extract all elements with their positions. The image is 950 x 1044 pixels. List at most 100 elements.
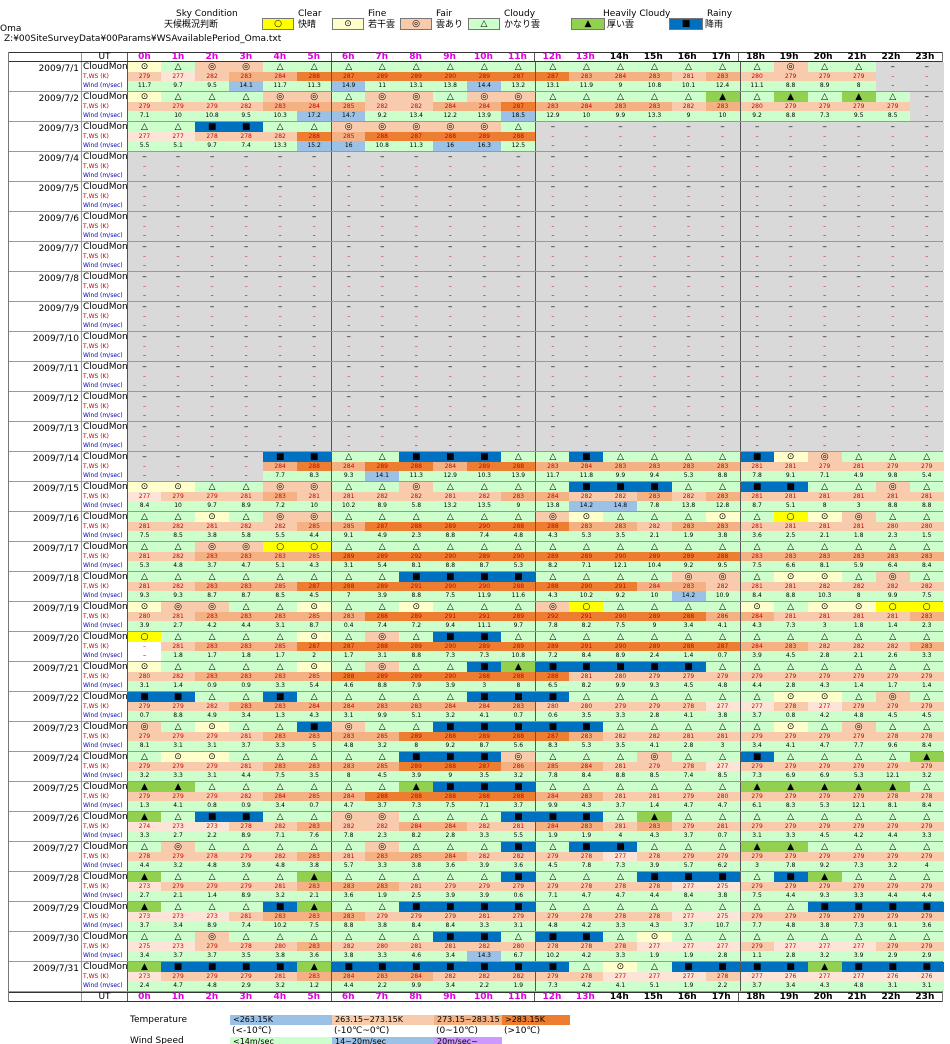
no-data-dash: – — [448, 172, 452, 180]
cloudy-icon: △ — [365, 752, 400, 762]
no-data-dash: – — [823, 262, 827, 270]
no-data-dash: – — [551, 372, 555, 380]
hour-cell: △ 279 3.3 — [841, 872, 876, 902]
hour-cell: △ 290 7.4 — [467, 512, 502, 542]
hour-cell: – – – — [501, 392, 536, 421]
temperature-value: 277 — [161, 131, 196, 142]
no-data-dash: – — [312, 252, 316, 260]
hour-cell: – – – — [229, 362, 264, 391]
temperature-value: 279 — [705, 671, 740, 682]
hour-cell: △ 277 3.8 — [705, 692, 740, 722]
wind-value: 9.3 — [128, 591, 162, 602]
hour-cell: ▲ 274 3.3 — [127, 812, 162, 842]
hour-cell: △ 279 8.9 — [807, 62, 842, 92]
hour-cell: △ 282 5.8 — [229, 512, 264, 542]
wind-value: 3.2 — [263, 891, 298, 902]
cloudy-icon: △ — [637, 542, 672, 552]
cloudy-icon: △ — [637, 452, 672, 462]
no-data-dash: – — [516, 152, 521, 162]
row-labels: CloudMon T,WS (K) Wind (m/sec) — [81, 842, 127, 871]
hour-cell: – – – — [603, 122, 638, 151]
temperature-value: 285 — [263, 641, 298, 652]
no-data-dash: – — [244, 382, 248, 390]
cloudy-icon: △ — [433, 92, 468, 102]
no-data-dash: – — [925, 252, 929, 260]
wind-value: 1.9 — [569, 831, 604, 842]
hour-cells: ▲ 273 3.7 △ 273 3.4 △ 273 8.9 △ 281 7.4 ■ 283 10.2 ▲ 283… — [127, 902, 944, 932]
wind-value: 8 — [807, 501, 842, 512]
temperature-value: 279 — [740, 791, 774, 802]
no-data-dash: – — [584, 412, 588, 420]
temperature-value: 284 — [433, 821, 468, 832]
wind-value: 3.3 — [603, 951, 638, 962]
temperature-value: 285 — [365, 731, 400, 742]
no-data-dash: – — [243, 152, 249, 162]
wind-value: – — [143, 652, 147, 660]
no-data-dash: – — [346, 302, 351, 312]
hour-cell: – – – — [365, 302, 400, 331]
cloudy-icon: △ — [536, 782, 570, 792]
no-data-dash: – — [516, 202, 520, 210]
hour-header: 7h — [375, 52, 388, 62]
no-data-dash: – — [789, 142, 793, 150]
temperature-value: 277 — [671, 971, 706, 982]
no-data-dash: – — [516, 172, 520, 180]
wind-value: 0.7 — [128, 711, 162, 722]
no-data-dash: – — [891, 442, 895, 450]
hour-cell: △ 279 1.4 — [195, 872, 230, 902]
hour-cell: – – – — [331, 302, 366, 331]
hour-cells: △ 281 7.5 △ 282 8.5 ⊙ 281 3.8 △ 282 5.8 ◎ 282 5.5 ◎ 285 4… — [127, 512, 944, 542]
cloudy-icon: △ — [195, 632, 230, 642]
wind-value: 4.5 — [773, 651, 808, 662]
hour-cell: △ 279 3.3 — [909, 812, 944, 842]
temperature-value: 273 — [128, 971, 162, 982]
temperature-value: 282 — [467, 851, 502, 862]
wind-value: 7.7 — [263, 471, 298, 482]
hour-cell: – – – — [909, 392, 944, 421]
wind-value: 2.8 — [807, 651, 842, 662]
temperature-value: 283 — [332, 611, 366, 622]
no-data-dash: – — [209, 242, 215, 252]
hour-cell: – – – — [909, 62, 944, 91]
hour-header: 8h — [409, 992, 422, 1002]
hour-cell: △ 278 4.7 — [569, 872, 604, 902]
hour-cell: ■ 282 14.2 — [569, 482, 604, 512]
no-data-dash: – — [891, 162, 895, 170]
cloudy-icon: △ — [603, 752, 638, 762]
no-data-dash: – — [347, 342, 351, 350]
temperature-value: 279 — [671, 791, 706, 802]
wind-value: 11.3 — [399, 471, 434, 482]
hour-cell: – – – — [501, 212, 536, 241]
wind-row-label: Wind (m/sec) — [83, 532, 123, 540]
no-data-dash: – — [891, 352, 895, 360]
temperature-value: 284 — [536, 791, 570, 802]
hour-cell: – – – — [399, 182, 434, 211]
cloudy-icon: △ — [399, 542, 434, 552]
wind-value: 1.7 — [332, 651, 366, 662]
temperature-value: 291 — [603, 581, 638, 592]
no-data-dash: – — [311, 242, 317, 252]
hour-cell: △ 278 4.2 — [569, 902, 604, 932]
no-data-dash: – — [755, 222, 759, 230]
fair-icon: ◎ — [161, 842, 196, 852]
hour-cell: – – – — [569, 152, 604, 181]
cloudmon-label: CloudMon — [83, 902, 127, 912]
cloudy-icon: △ — [807, 812, 842, 822]
no-data-dash: – — [857, 322, 861, 330]
hour-cell: ■ 281 3.2 — [263, 962, 298, 992]
temperature-value: 278 — [569, 851, 604, 862]
no-data-dash: – — [857, 192, 861, 200]
temperature-value: 277 — [128, 491, 162, 502]
no-data-dash: – — [789, 402, 793, 410]
hour-cell: – – – — [433, 242, 468, 271]
temperature-value: 282 — [501, 971, 536, 982]
hour-cell: ⊙ 280 3.1 — [127, 662, 162, 692]
no-data-dash: – — [925, 202, 929, 210]
temperature-row-label: T,WS (K) — [83, 192, 109, 200]
no-data-dash: – — [516, 342, 520, 350]
no-data-dash: – — [244, 192, 248, 200]
hour-cell: ■ 278 8.9 — [229, 812, 264, 842]
no-data-dash: – — [379, 302, 385, 312]
temperature-value: 277 — [773, 941, 808, 952]
wind-value: 7.1 — [467, 801, 502, 812]
